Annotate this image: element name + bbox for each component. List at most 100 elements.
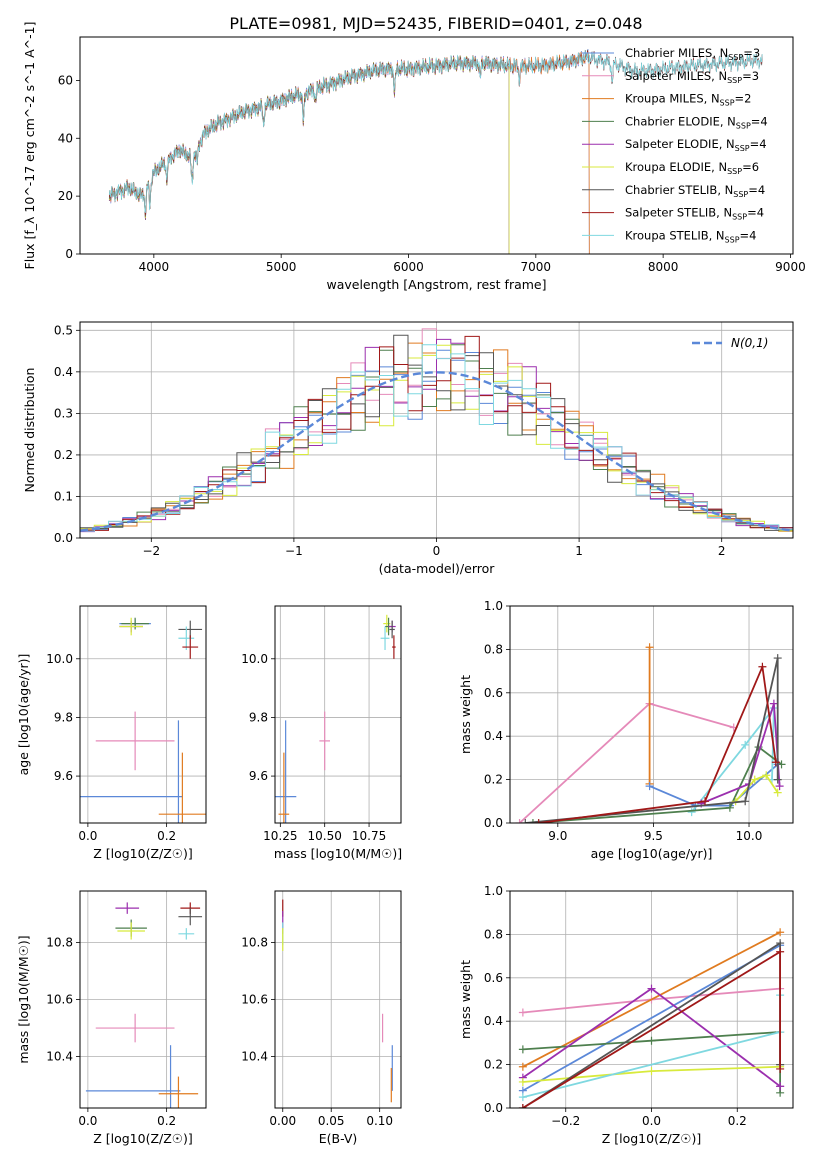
legend-entry-7: Salpeter STELIB, NSSP=4 xyxy=(625,206,764,222)
plot-area xyxy=(518,928,785,1108)
axes-frame xyxy=(79,36,794,255)
spectrum-line-8 xyxy=(108,49,763,214)
legend-label: Salpeter ELODIE, N xyxy=(625,137,735,151)
axes-frame xyxy=(79,321,794,539)
axes-frame xyxy=(509,890,794,1109)
axes-frame xyxy=(509,605,794,824)
weight-marker xyxy=(521,819,530,823)
y-tick-label: 0.0 xyxy=(54,531,73,545)
errorbar-point-10 xyxy=(158,752,206,823)
y-tick-label: 1.0 xyxy=(484,599,503,613)
y-tick-label: 40 xyxy=(58,131,73,145)
x-tick-label: 0.2 xyxy=(728,1114,747,1128)
errorbar-point-2 xyxy=(121,617,149,630)
weight-line-5 xyxy=(700,703,781,805)
errorbar-point-7 xyxy=(95,711,175,771)
weight-marker xyxy=(773,775,782,784)
errorbar-point-6 xyxy=(319,711,331,771)
legend-sub: SSP xyxy=(735,144,750,153)
legend-tail: =4 xyxy=(748,183,765,197)
x-tick-label: 10.25 xyxy=(263,829,297,843)
legend-tail: =4 xyxy=(751,114,768,128)
x-tick-label: 0.2 xyxy=(157,1114,176,1128)
legend-tail: =2 xyxy=(735,92,752,106)
histogram-8 xyxy=(80,344,793,532)
errorbar-point-6 xyxy=(95,1013,175,1043)
x-tick-label: 0 xyxy=(433,544,441,558)
errorbar-point-5 xyxy=(178,928,195,940)
x-tick-label: 10.0 xyxy=(736,829,763,843)
y-tick-label: 0.4 xyxy=(484,1014,503,1028)
weight-line-2 xyxy=(649,763,779,807)
errorbar-point-5 xyxy=(178,626,195,650)
legend-sub: SSP xyxy=(727,76,742,85)
legend-label: Chabrier STELIB, N xyxy=(625,183,733,197)
y-tick-label: 0.1 xyxy=(54,489,73,503)
weight-marker xyxy=(758,662,767,671)
y-tick-label: 0.4 xyxy=(54,365,73,379)
weight-line-7 xyxy=(525,657,779,823)
panel-age-vs-z: 0.0 0.2 9.6 9.8 10.0 Z [log10(Z/Z☉)] age [log1… xyxy=(16,605,207,861)
weight-marker xyxy=(776,1082,785,1091)
axes-frame xyxy=(274,605,402,824)
plot-area xyxy=(80,617,206,823)
y-tick-label: 0.3 xyxy=(54,406,73,420)
y-axis-label: mass [log10(M/M☉)] xyxy=(16,935,31,1063)
legend-sub: SSP xyxy=(727,167,742,176)
legend-sub: SSP xyxy=(725,235,740,244)
y-tick-label: 9.8 xyxy=(249,710,268,724)
y-tick-label: 9.6 xyxy=(249,769,268,783)
weight-marker xyxy=(775,782,784,791)
y-tick-label: 9.8 xyxy=(54,710,73,724)
weight-marker xyxy=(645,643,654,652)
legend-tail: =4 xyxy=(747,206,764,220)
y-tick-label: 0.0 xyxy=(484,1101,503,1115)
weight-marker xyxy=(647,1036,656,1045)
x-tick-label: 6000 xyxy=(393,260,424,274)
legend-tail: =3 xyxy=(743,46,760,60)
weight-marker xyxy=(773,654,782,663)
panel-age-vs-mass: 10.25 10.50 10.75 9.6 9.8 10.0 mass [log10(M/M… xyxy=(241,605,402,861)
weight-marker xyxy=(776,947,785,956)
weight-marker xyxy=(528,819,537,823)
errorbar-point-6 xyxy=(182,635,199,659)
x-axis-label: Z [log10(Z/Z☉)] xyxy=(93,1131,193,1146)
y-tick-label: 9.6 xyxy=(54,769,73,783)
panels: 4000 5000 6000 7000 8000 90000204060wavelengt… xyxy=(16,22,806,1146)
panel-weight-vs-z: −0.2 0.0 0.2 0.0 0.2 0.4 0.6 0.8 1.0 Z [log10(Z/Z… xyxy=(458,884,794,1146)
errorbar-point-3 xyxy=(380,626,390,650)
legend-sub: SSP xyxy=(732,213,747,222)
legend-sub: SSP xyxy=(736,121,751,130)
errorbar-point-4 xyxy=(117,922,145,940)
weight-marker xyxy=(741,797,750,806)
legend-entry-5: Kroupa ELODIE, NSSP=6 xyxy=(625,160,759,176)
x-axis-label: Z [log10(Z/Z☉)] xyxy=(93,846,193,861)
x-tick-label: 0.00 xyxy=(269,1114,296,1128)
y-tick-label: 0.8 xyxy=(484,927,503,941)
weight-marker xyxy=(645,782,654,791)
x-tick-label: 0.0 xyxy=(78,829,97,843)
weight-marker xyxy=(776,928,785,937)
weight-marker xyxy=(518,1045,527,1054)
x-tick-label: 8000 xyxy=(648,260,679,274)
x-tick-label: 0.2 xyxy=(157,829,176,843)
weight-line-4 xyxy=(532,745,783,823)
weight-marker xyxy=(701,797,710,806)
weight-marker xyxy=(518,1104,527,1108)
x-tick-label: 2 xyxy=(718,544,726,558)
x-tick-label: 0.05 xyxy=(318,1114,345,1128)
y-tick-label: 10.8 xyxy=(46,935,73,949)
errorbar-point-8 xyxy=(278,752,290,823)
weight-line-1 xyxy=(522,931,781,1068)
weight-marker xyxy=(515,819,524,823)
weight-marker xyxy=(750,775,759,784)
weight-marker xyxy=(725,803,734,812)
x-tick-label: −1 xyxy=(285,544,303,558)
errorbar-point-2 xyxy=(178,908,203,926)
weight-marker xyxy=(769,699,778,708)
errorbar-point-7 xyxy=(275,720,297,823)
weight-marker xyxy=(741,740,750,749)
plot-area xyxy=(282,899,393,1103)
